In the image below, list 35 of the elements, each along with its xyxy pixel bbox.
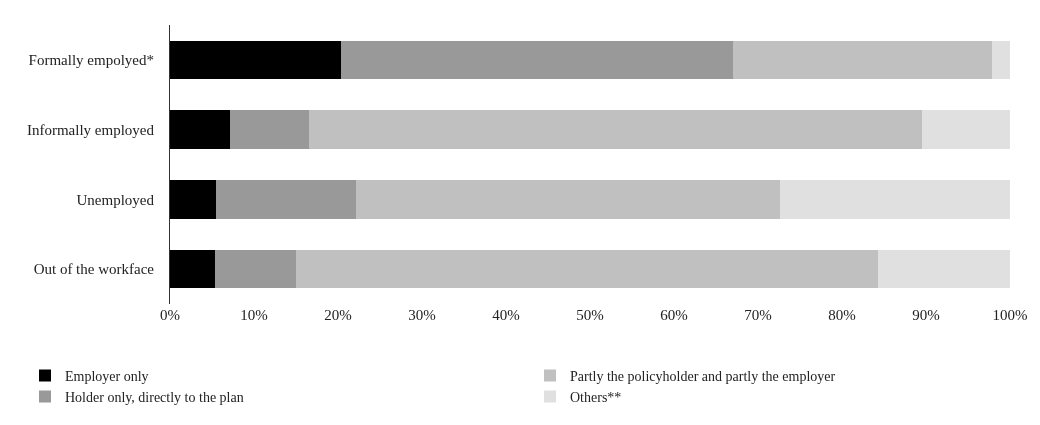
legend-label: Partly the policyholder and partly the employer bbox=[570, 368, 836, 384]
x-tick-label: 70% bbox=[744, 307, 772, 323]
bar bbox=[921, 110, 1010, 149]
y-tick-label: Informally employed bbox=[26, 121, 155, 138]
x-tick-label: 100% bbox=[992, 307, 1028, 323]
x-tick-label: 60% bbox=[660, 307, 688, 323]
bar bbox=[779, 180, 1010, 219]
x-tick-label: 20% bbox=[324, 307, 352, 323]
bar bbox=[170, 40, 342, 80]
bar bbox=[170, 110, 230, 149]
bar bbox=[170, 180, 217, 219]
x-tick-label: 0% bbox=[160, 307, 180, 323]
legend-label: Holder only, directly to the plan bbox=[65, 390, 244, 406]
x-tick-label: 40% bbox=[492, 307, 520, 323]
x-tick-label: 30% bbox=[408, 307, 436, 323]
y-tick-label: Unemployed bbox=[76, 191, 155, 208]
x-tick-label: 90% bbox=[912, 307, 940, 323]
bar bbox=[296, 249, 879, 289]
x-tick-label: 80% bbox=[828, 307, 856, 323]
bar bbox=[214, 249, 296, 289]
legend-label: Others** bbox=[570, 390, 622, 406]
x-tick-label: 50% bbox=[576, 307, 604, 323]
bar bbox=[216, 180, 357, 219]
bar bbox=[878, 249, 1010, 289]
y-tick-label: Formally empolyed* bbox=[28, 52, 154, 69]
bar bbox=[170, 249, 215, 289]
bar bbox=[341, 40, 733, 80]
y-tick-label: Out of the workface bbox=[33, 261, 155, 278]
x-tick-label: 10% bbox=[240, 307, 268, 323]
bar bbox=[229, 110, 310, 149]
bar bbox=[309, 110, 922, 149]
bar bbox=[356, 180, 780, 219]
bar bbox=[992, 40, 1010, 80]
legend-label: Employer only bbox=[65, 368, 149, 384]
bar bbox=[732, 40, 993, 80]
